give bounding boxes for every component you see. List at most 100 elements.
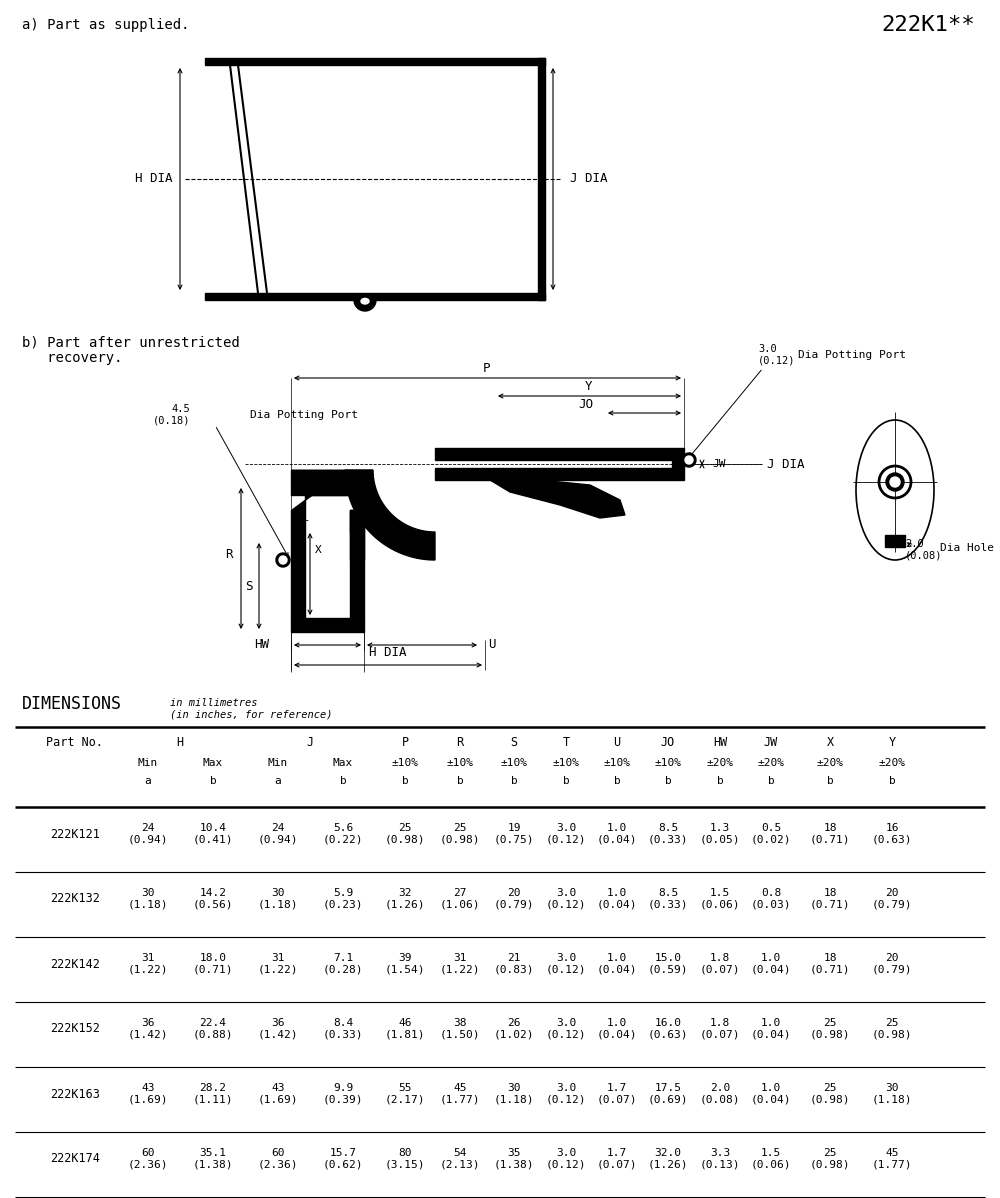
Polygon shape <box>435 448 672 460</box>
Text: J DIA: J DIA <box>570 173 608 186</box>
Text: H DIA: H DIA <box>369 647 407 660</box>
Text: ±20%: ±20% <box>816 758 844 768</box>
Polygon shape <box>685 456 693 464</box>
Text: 60
(2.36): 60 (2.36) <box>258 1148 298 1169</box>
Text: 32
(1.26): 32 (1.26) <box>385 888 425 909</box>
Text: 0.8
(0.03): 0.8 (0.03) <box>751 888 791 909</box>
Text: 28.2
(1.11): 28.2 (1.11) <box>193 1083 233 1105</box>
Text: 31
(1.22): 31 (1.22) <box>258 954 298 975</box>
Polygon shape <box>350 510 364 618</box>
Text: Y: Y <box>888 737 896 750</box>
Polygon shape <box>276 553 290 567</box>
Text: 3.0
(0.12): 3.0 (0.12) <box>546 888 586 909</box>
Text: 45
(1.77): 45 (1.77) <box>440 1083 480 1105</box>
Text: 30
(1.18): 30 (1.18) <box>872 1083 912 1105</box>
Text: X: X <box>826 737 834 750</box>
Polygon shape <box>291 618 364 633</box>
Text: P: P <box>483 362 491 375</box>
Text: 31
(1.22): 31 (1.22) <box>128 954 168 975</box>
Text: Min: Min <box>138 758 158 768</box>
Text: Max: Max <box>333 758 353 768</box>
Text: 5.6
(0.22): 5.6 (0.22) <box>323 823 363 845</box>
Text: 19
(0.75): 19 (0.75) <box>494 823 534 845</box>
Polygon shape <box>435 468 672 480</box>
Text: 31
(1.22): 31 (1.22) <box>440 954 480 975</box>
Text: 18.0
(0.71): 18.0 (0.71) <box>193 954 233 975</box>
Text: b: b <box>210 776 216 786</box>
Text: 5.9
(0.23): 5.9 (0.23) <box>323 888 363 909</box>
Polygon shape <box>291 510 305 618</box>
Text: 1.8
(0.07): 1.8 (0.07) <box>700 1018 740 1040</box>
Text: 43
(1.69): 43 (1.69) <box>258 1083 298 1105</box>
Text: 1.0
(0.04): 1.0 (0.04) <box>751 1018 791 1040</box>
Text: 18
(0.71): 18 (0.71) <box>810 888 850 909</box>
Text: a: a <box>145 776 151 786</box>
Text: 45
(1.77): 45 (1.77) <box>872 1148 912 1169</box>
Text: H DIA: H DIA <box>135 173 173 186</box>
Text: 27
(1.06): 27 (1.06) <box>440 888 480 909</box>
Text: 1.0
(0.04): 1.0 (0.04) <box>751 1083 791 1105</box>
Text: 4.5
(0.18): 4.5 (0.18) <box>152 404 190 425</box>
Text: b) Part after unrestricted
   recovery.: b) Part after unrestricted recovery. <box>22 335 240 365</box>
Text: 39
(1.54): 39 (1.54) <box>385 954 425 975</box>
Text: X: X <box>315 545 322 555</box>
Text: S: S <box>510 737 518 750</box>
Text: 1.8
(0.07): 1.8 (0.07) <box>700 954 740 975</box>
Text: 7.1
(0.28): 7.1 (0.28) <box>323 954 363 975</box>
Text: 14.2
(0.56): 14.2 (0.56) <box>193 888 233 909</box>
Text: 1.0
(0.04): 1.0 (0.04) <box>751 954 791 975</box>
Text: 18
(0.71): 18 (0.71) <box>810 954 850 975</box>
Text: ±10%: ±10% <box>654 758 682 768</box>
Text: ±10%: ±10% <box>604 758 631 768</box>
Text: 30
(1.18): 30 (1.18) <box>494 1083 534 1105</box>
Text: 222K132: 222K132 <box>50 893 100 906</box>
Text: 222K1**: 222K1** <box>881 16 975 35</box>
Text: 55
(2.17): 55 (2.17) <box>385 1083 425 1105</box>
Polygon shape <box>205 294 545 300</box>
Text: 18
(0.71): 18 (0.71) <box>810 823 850 845</box>
Text: J DIA: J DIA <box>767 458 804 471</box>
Text: 25
(0.98): 25 (0.98) <box>440 823 480 845</box>
Text: a: a <box>275 776 281 786</box>
Polygon shape <box>205 58 545 65</box>
Text: 1.0
(0.04): 1.0 (0.04) <box>597 823 637 845</box>
Text: R: R <box>456 737 464 750</box>
Text: T: T <box>302 520 309 530</box>
Text: b: b <box>340 776 346 786</box>
Text: 16.0
(0.63): 16.0 (0.63) <box>648 1018 688 1040</box>
Text: 1.0
(0.04): 1.0 (0.04) <box>597 888 637 909</box>
Text: Part No.: Part No. <box>46 737 104 750</box>
Text: 3.0
(0.12): 3.0 (0.12) <box>546 1148 586 1169</box>
Text: ±10%: ±10% <box>552 758 580 768</box>
Text: 80
(3.15): 80 (3.15) <box>385 1148 425 1169</box>
Text: 3.0
(0.12): 3.0 (0.12) <box>546 1083 586 1105</box>
Text: 3.3
(0.13): 3.3 (0.13) <box>700 1148 740 1169</box>
Text: 22.4
(0.88): 22.4 (0.88) <box>193 1018 233 1040</box>
Text: 222K163: 222K163 <box>50 1088 100 1101</box>
Text: 1.7
(0.07): 1.7 (0.07) <box>597 1083 637 1105</box>
Polygon shape <box>291 470 345 510</box>
Polygon shape <box>354 300 376 311</box>
Text: 3.0
(0.12): 3.0 (0.12) <box>546 823 586 845</box>
Text: HW: HW <box>254 639 269 652</box>
Text: 30
(1.18): 30 (1.18) <box>258 888 298 909</box>
Text: 38
(1.50): 38 (1.50) <box>440 1018 480 1040</box>
Text: 25
(0.98): 25 (0.98) <box>810 1083 850 1105</box>
Text: 35
(1.38): 35 (1.38) <box>494 1148 534 1169</box>
Text: R: R <box>226 547 233 561</box>
Text: 3.0
(0.12): 3.0 (0.12) <box>546 954 586 975</box>
Polygon shape <box>672 448 684 480</box>
Text: 222K142: 222K142 <box>50 957 100 970</box>
Text: JO: JO <box>661 737 675 750</box>
Text: b: b <box>614 776 620 786</box>
Text: 20
(0.79): 20 (0.79) <box>872 954 912 975</box>
Text: 30
(1.18): 30 (1.18) <box>128 888 168 909</box>
Text: DIMENSIONS: DIMENSIONS <box>22 695 122 713</box>
Text: 35.1
(1.38): 35.1 (1.38) <box>193 1148 233 1169</box>
Circle shape <box>890 477 900 488</box>
Text: 222K121: 222K121 <box>50 828 100 841</box>
Text: ±20%: ±20% <box>879 758 906 768</box>
Text: 15.0
(0.59): 15.0 (0.59) <box>648 954 688 975</box>
Text: 32.0
(1.26): 32.0 (1.26) <box>648 1148 688 1169</box>
Polygon shape <box>350 510 364 559</box>
